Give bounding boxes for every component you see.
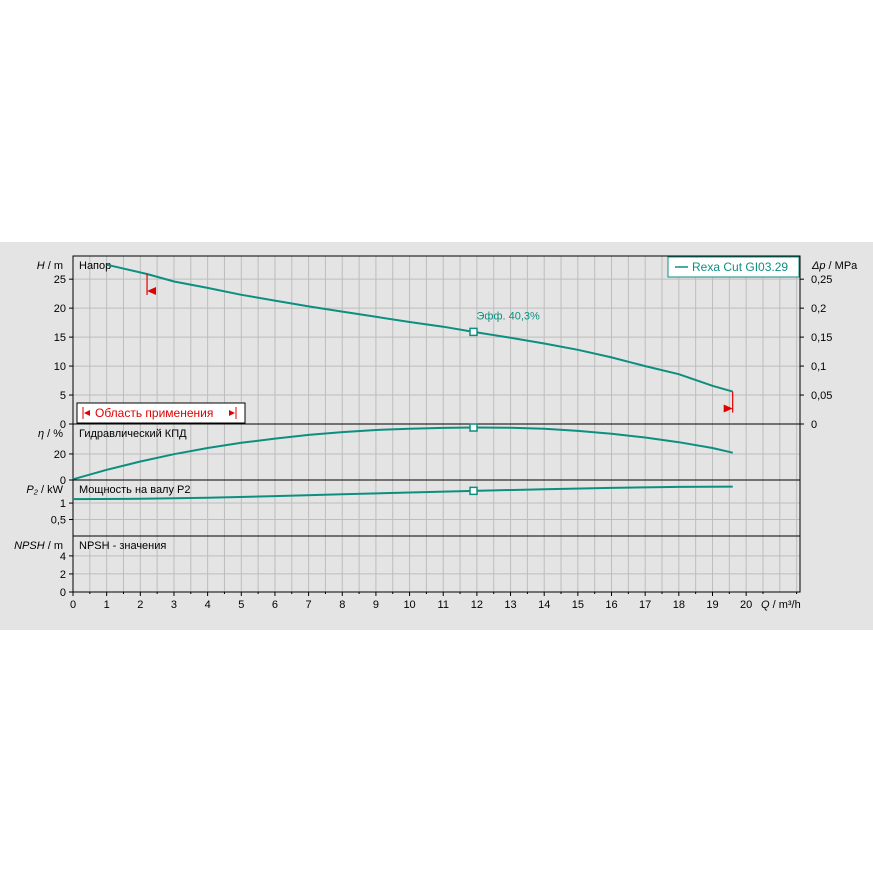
efficiency-label-value: 40,3% bbox=[509, 311, 540, 323]
x-tick-label: 4 bbox=[205, 599, 211, 611]
panel-title-npsh: NPSH - значения bbox=[79, 540, 166, 552]
y-axis-label-power: P₂ / kW bbox=[26, 484, 63, 496]
x-tick-label: 10 bbox=[403, 599, 415, 611]
legend-label: Rexa Cut GI03.29 bbox=[692, 260, 788, 274]
y-tick-label: 20 bbox=[54, 449, 66, 461]
panel-title-power: Мощность на валу P2 bbox=[79, 484, 191, 496]
y2-tick-label: 0,1 bbox=[811, 361, 826, 373]
y-tick-label: 15 bbox=[54, 332, 66, 344]
x-axis-symbol: Q bbox=[761, 599, 770, 611]
y2-tick-label: 0,2 bbox=[811, 303, 826, 315]
y-axis-symbol: P₂ bbox=[26, 484, 38, 496]
y-axis-unit: / % bbox=[44, 428, 63, 440]
x-tick-label: 5 bbox=[238, 599, 244, 611]
panel-power: 0,5 1 Мощность на валу P2 P₂ / kW bbox=[26, 479, 801, 537]
x-tick-label: 17 bbox=[639, 599, 651, 611]
x-tick-label: 1 bbox=[104, 599, 110, 611]
y-tick-label: 10 bbox=[54, 361, 66, 373]
y-tick-label: 0 bbox=[60, 587, 66, 599]
x-tick-label: 11 bbox=[438, 599, 449, 611]
y-axis-symbol: H bbox=[37, 260, 45, 272]
y-axis-symbol: η bbox=[38, 428, 44, 440]
panel-frame bbox=[72, 535, 801, 593]
y-axis-label-head: H / m bbox=[37, 260, 63, 272]
x-tick-label: 8 bbox=[339, 599, 345, 611]
panel-title-efficiency: Гидравлический КПД bbox=[79, 428, 187, 440]
x-tick-label: 6 bbox=[272, 599, 278, 611]
y2-axis-label: Δp / MPa bbox=[811, 260, 858, 272]
x-axis-label: Q / m³/h bbox=[761, 599, 801, 611]
x-tick-label: 0 bbox=[70, 599, 76, 611]
y2-axis-symbol: Δp bbox=[811, 260, 826, 272]
y-axis-unit: / m bbox=[45, 540, 63, 552]
x-tick-label: 19 bbox=[706, 599, 718, 611]
x-tick-label: 20 bbox=[740, 599, 752, 611]
efficiency-label-text: Эфф. bbox=[477, 311, 509, 323]
app-range-max-arrow bbox=[723, 404, 733, 413]
x-tick-label: 3 bbox=[171, 599, 177, 611]
y2-tick-label: 0,05 bbox=[811, 390, 832, 402]
y-axis-label-npsh: NPSH / m bbox=[14, 540, 63, 552]
app-range-box-right-arrow bbox=[229, 410, 235, 416]
y-axis-symbol: NPSH bbox=[14, 540, 45, 552]
x-axis-unit: / m³/h bbox=[770, 599, 801, 611]
x-tick-label: 14 bbox=[538, 599, 550, 611]
y-tick-label: 20 bbox=[54, 303, 66, 315]
curve-head bbox=[106, 263, 733, 393]
y-axis-label-efficiency: η / % bbox=[38, 428, 63, 440]
y2-axis-unit: / MPa bbox=[826, 260, 859, 272]
app-range-min-arrow bbox=[147, 286, 157, 295]
y2-tick-label: 0,25 bbox=[811, 274, 832, 286]
y-tick-label: 1 bbox=[60, 498, 66, 510]
operating-point-marker bbox=[469, 486, 478, 496]
app-range-box-left-arrow bbox=[84, 410, 90, 416]
y-tick-label: 4 bbox=[60, 551, 66, 563]
y-axis-unit: / kW bbox=[38, 484, 64, 496]
x-tick-label: 2 bbox=[137, 599, 143, 611]
x-tick-label: 15 bbox=[572, 599, 584, 611]
panel-head: 0 5 10 15 20 25 Напор H / m 0 0,05 0,1 0,15 0,2 0,25 Δ… bbox=[37, 255, 858, 431]
y-tick-label: 0,5 bbox=[51, 515, 66, 527]
x-tick-label: 16 bbox=[605, 599, 617, 611]
application-range bbox=[146, 273, 734, 413]
curve-power bbox=[72, 485, 733, 501]
y-tick-label: 5 bbox=[60, 390, 66, 402]
y-tick-label: 0 bbox=[60, 419, 66, 431]
x-tick-label: 7 bbox=[306, 599, 312, 611]
app-range-label: Область применения bbox=[95, 406, 213, 420]
efficiency-label: Эфф. 40,3% bbox=[477, 311, 541, 323]
curve-efficiency bbox=[72, 426, 733, 481]
y-axis-unit: / m bbox=[45, 260, 63, 272]
y-tick-label: 0 bbox=[60, 475, 66, 487]
application-range-box: Область применения bbox=[76, 402, 246, 424]
legend: Rexa Cut GI03.29 bbox=[667, 256, 800, 278]
panel-npsh: 0 2 4 NPSH - значения NPSH / m bbox=[14, 535, 801, 599]
x-tick-label: 18 bbox=[673, 599, 685, 611]
y2-tick-label: 0,15 bbox=[811, 332, 832, 344]
x-tick-label: 13 bbox=[504, 599, 516, 611]
operating-point-marker bbox=[469, 327, 478, 337]
x-tick-label: 9 bbox=[373, 599, 379, 611]
y-tick-label: 2 bbox=[60, 569, 66, 581]
y-tick-label: 25 bbox=[54, 274, 66, 286]
app-range-box-frame bbox=[76, 402, 246, 424]
panel-title-head: Напор bbox=[79, 260, 111, 272]
x-tick-label: 12 bbox=[471, 599, 483, 611]
x-axis: 0 1 2 3 4 5 6 7 8 9 10 11 12 13 14 15 16 17 18 19 20 Q / m³/h bbox=[70, 592, 801, 611]
y2-tick-label: 0 bbox=[811, 419, 817, 431]
pump-curve-chart: 0 5 10 15 20 25 Напор H / m 0 0,05 0,1 0,15 0,2 0,25 Δ… bbox=[0, 242, 873, 630]
legend-frame bbox=[667, 256, 800, 278]
operating-point-marker bbox=[469, 423, 478, 432]
